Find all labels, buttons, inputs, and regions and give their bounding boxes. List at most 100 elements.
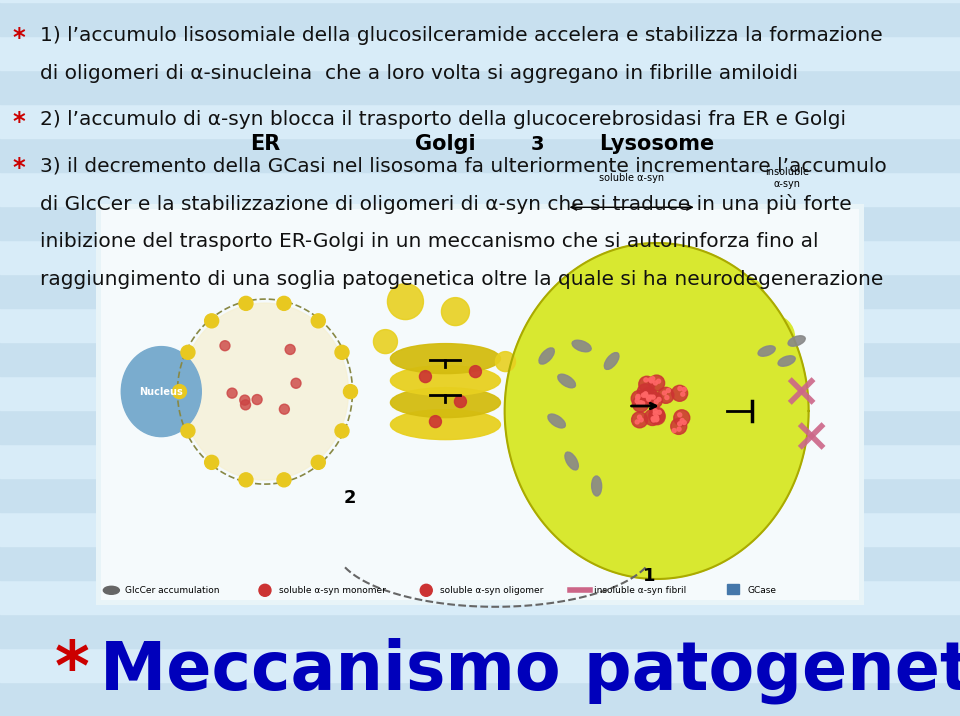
Circle shape [231, 400, 242, 410]
Bar [728, 584, 739, 594]
Bar [0, 0, 960, 2]
Circle shape [180, 424, 195, 438]
Circle shape [661, 393, 666, 397]
Circle shape [239, 473, 252, 487]
Circle shape [311, 314, 325, 328]
Bar [96, 204, 864, 605]
Bar [0, 444, 960, 478]
Bar [0, 70, 960, 104]
Circle shape [636, 401, 652, 417]
Ellipse shape [590, 477, 603, 495]
Circle shape [677, 403, 682, 407]
Text: 1) l’accumulo lisosomiale della glucosilceramide accelera e stabilizza la formaz: 1) l’accumulo lisosomiale della glucosil… [40, 26, 883, 45]
Circle shape [638, 406, 642, 410]
Circle shape [656, 392, 660, 397]
Circle shape [660, 396, 663, 400]
Circle shape [667, 387, 683, 403]
Bar [0, 138, 960, 172]
Ellipse shape [391, 366, 500, 396]
Circle shape [654, 386, 669, 402]
Circle shape [634, 428, 637, 432]
Circle shape [277, 473, 291, 487]
Bar [0, 206, 960, 240]
Bar [0, 342, 960, 376]
Circle shape [663, 395, 667, 400]
Text: inibizione del trasporto ER-Golgi in un meccanismo che si autorinforza fino al: inibizione del trasporto ER-Golgi in un … [40, 232, 819, 251]
Ellipse shape [602, 356, 621, 366]
Circle shape [666, 393, 670, 397]
Text: Lysosome: Lysosome [599, 135, 714, 154]
Circle shape [335, 424, 349, 438]
Bar [0, 36, 960, 70]
Circle shape [420, 371, 431, 382]
Bar [0, 580, 960, 614]
Circle shape [670, 420, 674, 424]
Circle shape [658, 393, 674, 409]
Text: soluble α-syn: soluble α-syn [599, 173, 664, 183]
Circle shape [656, 397, 660, 400]
Circle shape [248, 387, 258, 397]
Bar [0, 104, 960, 138]
Circle shape [495, 352, 516, 372]
Text: Meccanismo patogenetico: Meccanismo patogenetico [100, 638, 960, 705]
Circle shape [672, 402, 687, 418]
Circle shape [683, 407, 686, 411]
Circle shape [454, 396, 467, 407]
Circle shape [225, 340, 235, 350]
Circle shape [311, 455, 325, 470]
Circle shape [429, 415, 442, 427]
Ellipse shape [788, 336, 805, 347]
Circle shape [630, 392, 646, 409]
Circle shape [686, 408, 691, 412]
Ellipse shape [104, 586, 119, 594]
Circle shape [674, 408, 678, 412]
Circle shape [388, 284, 423, 319]
Circle shape [641, 411, 646, 415]
Text: 1: 1 [642, 567, 656, 585]
Text: soluble α-syn monomer: soluble α-syn monomer [279, 586, 386, 595]
Circle shape [634, 396, 638, 400]
Circle shape [204, 314, 219, 328]
Ellipse shape [121, 347, 202, 437]
Circle shape [668, 397, 684, 413]
Circle shape [679, 396, 683, 400]
Circle shape [629, 418, 645, 434]
Text: 3) il decremento della GCasi nel lisosoma fa ulteriormente incrementare l’accumu: 3) il decremento della GCasi nel lisosom… [40, 156, 887, 175]
Text: 2: 2 [343, 489, 356, 508]
Ellipse shape [391, 344, 500, 374]
Text: 3: 3 [531, 135, 544, 154]
Circle shape [279, 349, 289, 359]
Text: *: * [12, 26, 25, 50]
Circle shape [670, 390, 674, 394]
Circle shape [180, 345, 195, 359]
Text: Golgi: Golgi [415, 135, 476, 154]
Circle shape [669, 391, 674, 395]
Ellipse shape [758, 346, 776, 357]
Circle shape [373, 329, 397, 354]
Circle shape [289, 357, 299, 367]
Text: insoluble
α-syn: insoluble α-syn [764, 168, 808, 189]
Ellipse shape [550, 412, 563, 430]
Text: *: * [55, 638, 89, 704]
Circle shape [677, 399, 682, 403]
Circle shape [678, 387, 682, 392]
Circle shape [680, 410, 684, 414]
Bar [0, 546, 960, 580]
Bar [0, 240, 960, 274]
Polygon shape [181, 303, 348, 480]
Circle shape [641, 399, 658, 415]
Circle shape [662, 386, 678, 402]
Circle shape [673, 381, 678, 385]
Circle shape [442, 298, 469, 326]
Bar [0, 648, 960, 682]
Circle shape [686, 392, 690, 396]
Text: 2) l’accumulo di α-syn blocca il trasporto della glucocerebrosidasi fra ER e Gol: 2) l’accumulo di α-syn blocca il traspor… [40, 110, 846, 129]
Circle shape [678, 379, 682, 384]
Ellipse shape [537, 351, 557, 361]
Circle shape [335, 345, 349, 359]
Bar [0, 478, 960, 512]
Text: *: * [12, 156, 25, 180]
Circle shape [674, 407, 679, 411]
Bar [0, 274, 960, 308]
Circle shape [635, 420, 639, 425]
